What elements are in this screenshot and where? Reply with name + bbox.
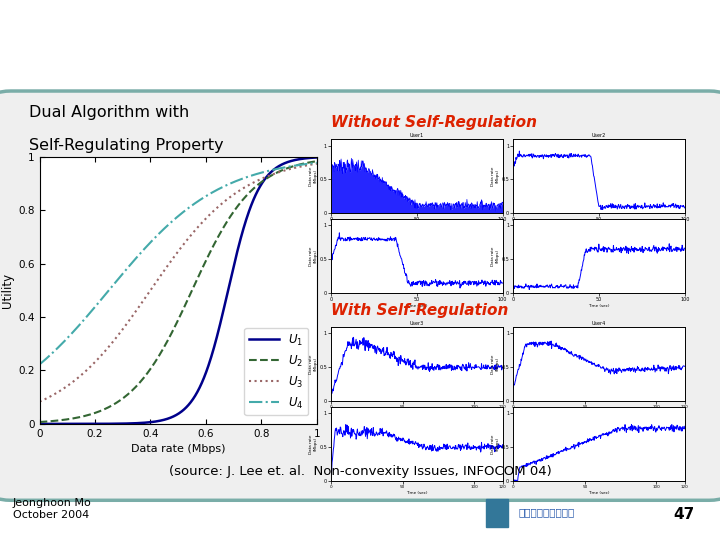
Text: Jeonghoon Mo
October 2004: Jeonghoon Mo October 2004 [13, 498, 91, 520]
X-axis label: Time (sec): Time (sec) [406, 491, 428, 495]
X-axis label: Data rate (Mbps): Data rate (Mbps) [131, 444, 225, 454]
Y-axis label: Data rate
(Mbps): Data rate (Mbps) [492, 166, 500, 186]
Y-axis label: Data rate
(Mbps): Data rate (Mbps) [310, 434, 318, 454]
Y-axis label: Data rate
(Mbps): Data rate (Mbps) [310, 246, 318, 266]
Y-axis label: Data rate
(Mbps): Data rate (Mbps) [492, 354, 500, 374]
X-axis label: Time (sec): Time (sec) [588, 224, 610, 228]
X-axis label: Time (sec): Time (sec) [588, 491, 610, 495]
X-axis label: Time (sec): Time (sec) [588, 411, 610, 415]
Title: User2: User2 [592, 133, 606, 138]
Bar [486, 499, 508, 527]
FancyBboxPatch shape [0, 91, 720, 500]
Y-axis label: Data rate
(Mbps): Data rate (Mbps) [492, 434, 500, 454]
Y-axis label: Utility: Utility [1, 273, 14, 308]
Title: User4: User4 [592, 321, 606, 326]
Text: Without Self-Regulation: Without Self-Regulation [331, 116, 537, 130]
Title: User3: User3 [410, 321, 424, 326]
X-axis label: Time (sec): Time (sec) [406, 304, 428, 308]
X-axis label: Time (sec): Time (sec) [588, 304, 610, 308]
Text: Self-Regulating Property: Self-Regulating Property [29, 138, 223, 153]
Text: (source: J. Lee et. al.  Non-convexity Issues, INFOCOM 04): (source: J. Lee et. al. Non-convexity Is… [168, 464, 552, 478]
Text: Non-Convex Utility Functions: Non-Convex Utility Functions [13, 30, 605, 64]
Text: 한국정보통신대학교: 한국정보통신대학교 [518, 507, 575, 517]
Y-axis label: Data rate
(Mbps): Data rate (Mbps) [492, 246, 500, 266]
Y-axis label: Data rate
(Mbps): Data rate (Mbps) [310, 166, 318, 186]
X-axis label: Time (sec): Time (sec) [406, 224, 428, 228]
X-axis label: Time (sec): Time (sec) [406, 411, 428, 415]
Legend: $U_1$, $U_2$, $U_3$, $U_4$: $U_1$, $U_2$, $U_3$, $U_4$ [244, 328, 308, 415]
Text: With Self-Regulation: With Self-Regulation [331, 303, 508, 318]
Title: User1: User1 [410, 133, 424, 138]
Y-axis label: Data rate
(Mbps): Data rate (Mbps) [310, 354, 318, 374]
Text: 47: 47 [673, 507, 695, 522]
Text: Dual Algorithm with: Dual Algorithm with [29, 105, 189, 120]
